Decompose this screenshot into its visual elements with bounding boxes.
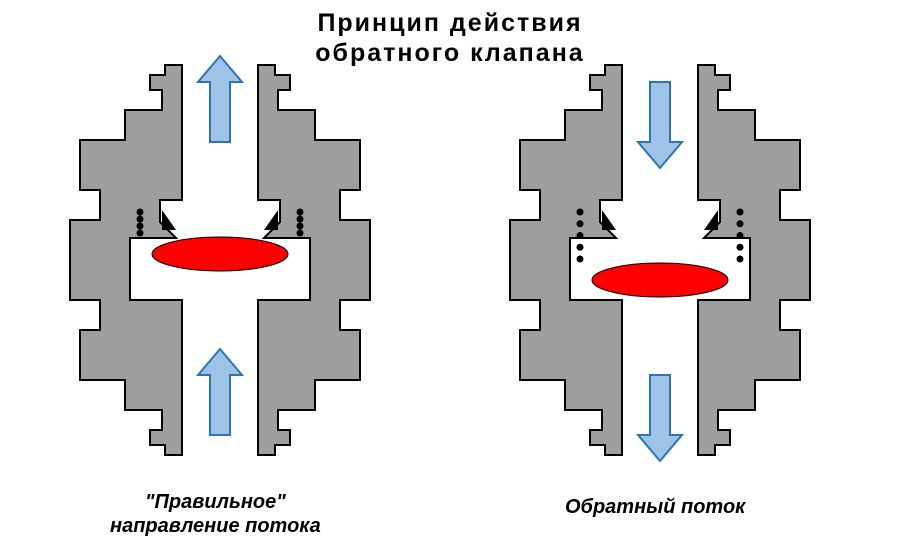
spring-dot [577, 232, 584, 239]
spring-dot [137, 223, 144, 230]
valve-reverse-flow [510, 65, 810, 461]
valve-disc [152, 237, 288, 271]
spring-dot [737, 232, 744, 239]
flow-arrow-down [638, 375, 682, 461]
caption-right: Обратный поток [565, 495, 745, 519]
seat-marker-left [602, 210, 616, 230]
valve-body-left-half [510, 65, 622, 455]
spring-dot [137, 230, 144, 237]
spring-dot [577, 209, 584, 216]
caption-left: "Правильное" направление потока [110, 490, 321, 538]
spring-dot [577, 244, 584, 251]
valve-body-right-half [698, 65, 810, 455]
spring-dot [737, 244, 744, 251]
spring-dot [297, 209, 304, 216]
spring-dot [577, 220, 584, 227]
spring-dot [577, 256, 584, 263]
diagram-canvas [0, 0, 900, 554]
caption-left-line-1: "Правильное" [145, 491, 286, 513]
diagram-stage: Принцип действия обратного клапана "Прав… [0, 0, 900, 554]
seat-marker-left [162, 210, 176, 230]
seat-marker-right [264, 210, 278, 230]
spring-dot [737, 220, 744, 227]
spring-dot [737, 256, 744, 263]
caption-right-text: Обратный поток [565, 496, 745, 518]
valve-disc [592, 263, 728, 297]
spring-dot [137, 216, 144, 223]
valve-forward-flow [70, 56, 370, 455]
flow-arrow-down [638, 82, 682, 168]
caption-left-line-2: направление потока [110, 515, 321, 537]
spring-dot [297, 216, 304, 223]
spring-dot [297, 223, 304, 230]
spring-dot [737, 209, 744, 216]
spring-dot [297, 230, 304, 237]
flow-arrow-up [198, 349, 242, 435]
seat-marker-right [704, 210, 718, 230]
flow-arrow-up [198, 56, 242, 142]
spring-dot [137, 209, 144, 216]
